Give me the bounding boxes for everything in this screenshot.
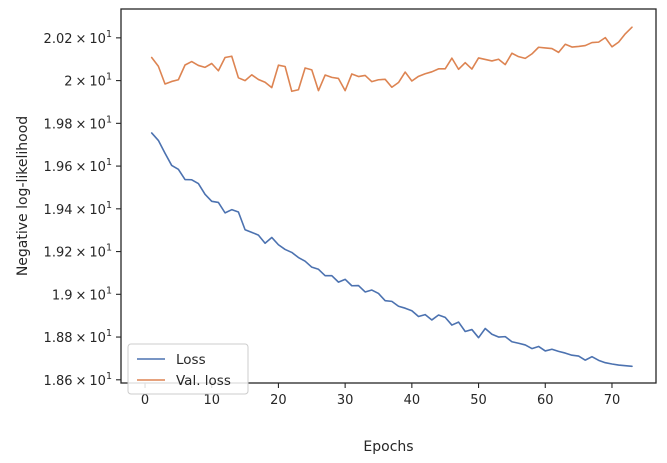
y-tick-mantissa: 1.96 bbox=[44, 160, 73, 175]
y-tick-times: × bbox=[76, 117, 87, 132]
y-tick-times: × bbox=[76, 374, 87, 389]
y-tick-label: 1.9 × 101 bbox=[52, 285, 112, 303]
y-tick-mantissa: 1.92 bbox=[44, 246, 73, 261]
y-tick-base: 10 bbox=[89, 160, 106, 175]
y-tick-exponent: 1 bbox=[106, 200, 112, 211]
y-tick-exponent: 1 bbox=[106, 285, 112, 296]
y-tick-label: 1.92 × 101 bbox=[44, 243, 112, 261]
y-tick-base: 10 bbox=[89, 117, 106, 132]
y-tick-base: 10 bbox=[89, 32, 106, 47]
y-tick-exponent: 1 bbox=[106, 72, 112, 83]
x-tick-label: 30 bbox=[337, 393, 354, 408]
y-tick-mantissa: 1.88 bbox=[44, 331, 73, 346]
y-tick-exponent: 1 bbox=[106, 157, 112, 168]
y-tick-exponent: 1 bbox=[106, 114, 112, 125]
y-tick-base: 10 bbox=[89, 288, 106, 303]
y-tick-base: 10 bbox=[89, 331, 106, 346]
x-tick-label: 10 bbox=[203, 393, 220, 408]
y-tick-base: 10 bbox=[89, 75, 106, 90]
y-tick-times: × bbox=[76, 203, 87, 218]
y-tick-times: × bbox=[76, 331, 87, 346]
y-tick-exponent: 1 bbox=[106, 328, 112, 339]
y-tick-label: 1.94 × 101 bbox=[44, 200, 112, 218]
x-tick-label: 50 bbox=[470, 393, 487, 408]
series-line-0 bbox=[150, 132, 633, 368]
y-tick-mantissa: 1.86 bbox=[44, 374, 73, 389]
y-tick-times: × bbox=[76, 246, 87, 261]
y-tick-base: 10 bbox=[89, 246, 106, 261]
x-axis: 0 10 20 30 40 50 60 70 bbox=[141, 383, 620, 408]
y-tick-label: 2 × 101 bbox=[64, 72, 112, 90]
y-tick-mantissa: 1.94 bbox=[44, 203, 73, 218]
y-tick-times: × bbox=[76, 75, 87, 90]
y-tick-mantissa: 2.02 bbox=[44, 32, 73, 47]
series-line-1 bbox=[150, 26, 633, 93]
legend-label-1: Val. loss bbox=[176, 373, 231, 389]
y-tick-times: × bbox=[76, 32, 87, 47]
y-tick-label: 1.88 × 101 bbox=[44, 328, 112, 346]
y-tick-label: 1.96 × 101 bbox=[44, 157, 112, 175]
x-tick-label: 20 bbox=[270, 393, 287, 408]
x-tick-label: 60 bbox=[537, 393, 554, 408]
legend-label-0: Loss bbox=[176, 352, 206, 368]
y-tick-mantissa: 1.98 bbox=[44, 117, 73, 132]
y-tick-times: × bbox=[76, 160, 87, 175]
x-tick-label: 70 bbox=[604, 393, 621, 408]
y-tick-label: 1.86 × 101 bbox=[44, 371, 112, 389]
y-tick-exponent: 1 bbox=[106, 371, 112, 382]
x-axis-label: Epochs bbox=[363, 439, 413, 455]
y-tick-mantissa: 2 bbox=[64, 75, 72, 90]
y-tick-mantissa: 1.9 bbox=[52, 288, 73, 303]
y-tick-label: 1.98 × 101 bbox=[44, 114, 112, 132]
y-tick-base: 10 bbox=[89, 374, 106, 389]
y-tick-base: 10 bbox=[89, 203, 106, 218]
y-tick-times: × bbox=[76, 288, 87, 303]
y-tick-label: 2.02 × 101 bbox=[44, 29, 112, 47]
y-axis-label: Negative log-likelihood bbox=[15, 116, 31, 276]
plot-frame bbox=[120, 8, 657, 384]
legend: Loss Val. loss bbox=[127, 343, 249, 395]
y-tick-exponent: 1 bbox=[106, 29, 112, 40]
plot-lines bbox=[150, 26, 633, 368]
x-tick-label: 40 bbox=[404, 393, 421, 408]
y-tick-exponent: 1 bbox=[106, 243, 112, 254]
legend-box bbox=[127, 343, 249, 395]
x-tick-label: 0 bbox=[141, 393, 149, 408]
